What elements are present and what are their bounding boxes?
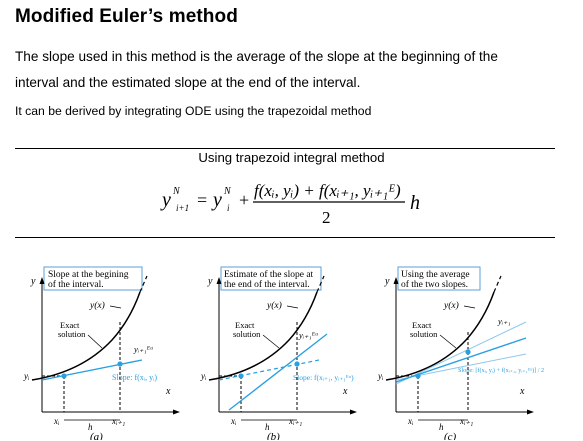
panel-c-x-label: x [519, 386, 525, 397]
panel-a-point-i [61, 373, 67, 379]
panel-a-exact-2: solution [58, 329, 86, 339]
trapezoid-formula: y N i+1 = y N i + f(xᵢ, yᵢ) + f(xᵢ₊₁, yᵢ… [160, 181, 420, 227]
panel-c-exact-curve [385, 291, 495, 381]
formula-rhs-y: y [211, 189, 222, 211]
panel-b-exact-curve [208, 291, 318, 381]
panel-b-ynext: yᵢ₊₁ᴱᵘ [298, 330, 318, 340]
panel-a-caption: (a) [90, 431, 103, 440]
panel-a-label-2: of the interval. [48, 279, 104, 290]
panel-a-point-i1 [117, 361, 123, 367]
panel-b-curve-label-leader [286, 305, 299, 309]
formula-eq: = [197, 190, 207, 210]
panel-c-h: h [439, 422, 444, 432]
panel-c-curve-dashed [493, 275, 502, 293]
panel-a-x-arrow [173, 409, 180, 415]
bottom-rule [15, 237, 555, 238]
panel-c-xi: xᵢ [407, 416, 414, 426]
panel-c-x-arrow [527, 409, 534, 415]
panel-c-y-arrow [393, 277, 399, 284]
panel-b-x-label: x [342, 386, 348, 397]
formula-h: h [410, 192, 420, 214]
intro-line-1: The slope used in this method is the ave… [15, 49, 498, 64]
formula-lhs-sup: N [172, 186, 181, 197]
panel-a-curve-dashed [139, 275, 148, 293]
box-title: Using trapezoid integral method [198, 150, 385, 165]
panel-c-slope-label: Slope: [f(xᵢ, yᵢ) + f(xᵢ₊₁, yᵢ₊₁ᴱᵘ)] / 2 [458, 367, 544, 374]
page-title: Modified Euler’s method [15, 6, 238, 27]
panel-b-caption: (b) [267, 431, 280, 440]
panel-b-point-i [238, 373, 244, 379]
panel-b-label-2: the end of the interval. [224, 279, 310, 290]
panel-c-point-i [415, 373, 421, 379]
intro-line-2: interval and the estimated slope at the … [15, 75, 361, 90]
panel-c-label-box [397, 266, 481, 291]
panel-c-exact-1: Exact [412, 320, 432, 330]
panel-a-y-arrow [39, 277, 45, 284]
panel-c-point-i1 [465, 349, 471, 355]
panel-a-x-label: x [165, 386, 171, 397]
panel-b: Estimate of the slope at the end of the … [199, 262, 377, 440]
panel-b-curve-dashed [316, 275, 325, 293]
panel-b-curve-label: y(x) [266, 300, 282, 311]
panel-a: Slope at the begining of the interval. y… [22, 262, 200, 440]
panel-c-curve-label: y(x) [443, 300, 459, 311]
formula-numerator: f(xᵢ, yᵢ) + f(xᵢ₊₁, yᵢ₊₁ᴱ) [254, 181, 401, 200]
panel-c-exact-leader [439, 334, 457, 349]
panel-c-label-2: of the two slopes. [401, 279, 468, 290]
panel-a-curve-label-leader [109, 305, 122, 309]
panel-b-label-box [220, 266, 322, 291]
panel-c-exact-2: solution [410, 329, 438, 339]
panel-a-label-box [43, 266, 143, 291]
panel-a-xi1: xᵢ₊₁ [111, 416, 125, 426]
panel-c-curve-label-leader [463, 305, 476, 309]
panel-b-exact-leader [262, 334, 280, 349]
panel-b-y-arrow [216, 277, 222, 284]
panel-a-exact-leader [87, 334, 103, 349]
formula-rhs-sup: N [223, 186, 232, 197]
panel-b-point-i1 [294, 361, 300, 367]
formula-plus: + [239, 190, 249, 210]
panel-a-exact-1: Exact [60, 320, 80, 330]
panel-a-slope-label: Slope: f(xᵢ, yᵢ) [112, 373, 157, 382]
panel-b-exact-2: solution [233, 329, 261, 339]
panel-a-ynext: yᵢ₊₁ᴱᵘ [133, 344, 153, 354]
formula-lhs: y [160, 189, 171, 211]
panel-c-label-1: Using the average [401, 270, 470, 280]
panel-a-curve-label: y(x) [89, 300, 105, 311]
panel-b-label-1: Estimate of the slope at [224, 269, 314, 280]
panel-c: Using the average of the two slopes. y x… [376, 262, 554, 440]
panel-a-h: h [88, 422, 93, 432]
panel-b-y-label: y [207, 276, 213, 287]
panel-c-xi1: xᵢ₊₁ [459, 416, 473, 426]
panel-b-first-slope [218, 359, 320, 381]
panel-b-xi: xᵢ [230, 416, 237, 426]
panel-a-xi: xᵢ [53, 416, 60, 426]
top-rule [15, 148, 555, 149]
panel-a-exact-curve [31, 291, 141, 381]
panel-b-x-arrow [350, 409, 357, 415]
panel-a-label-1: Slope at the begining [48, 270, 129, 280]
panel-a-y-label: y [30, 276, 36, 287]
panel-c-ynext: yᵢ₊₁ [497, 316, 511, 326]
panel-c-y-label: y [384, 276, 390, 287]
panel-a-yi: yᵢ [23, 371, 30, 381]
panel-b-xi1: xᵢ₊₁ [288, 416, 302, 426]
formula-lhs-sub: i+1 [176, 203, 189, 213]
panel-b-h: h [265, 422, 270, 432]
formula-denominator: 2 [322, 208, 331, 227]
panel-c-caption: (c) [444, 431, 457, 440]
panel-a-slope-line [41, 359, 143, 381]
panel-b-slope-label: Slope: f(xᵢ₊₁, yᵢ₊₁ᴱᵘ) [293, 373, 354, 382]
panel-c-yi: yᵢ [377, 371, 384, 381]
panel-b-yi: yᵢ [200, 371, 207, 381]
intro-paragraph: The slope used in this method is the ave… [15, 44, 570, 96]
panel-b-exact-1: Exact [235, 320, 255, 330]
formula-rhs-sub: i [227, 203, 230, 213]
panel-b-end-slope [228, 333, 328, 411]
derivation-note: It can be derived by integrating ODE usi… [15, 104, 372, 118]
